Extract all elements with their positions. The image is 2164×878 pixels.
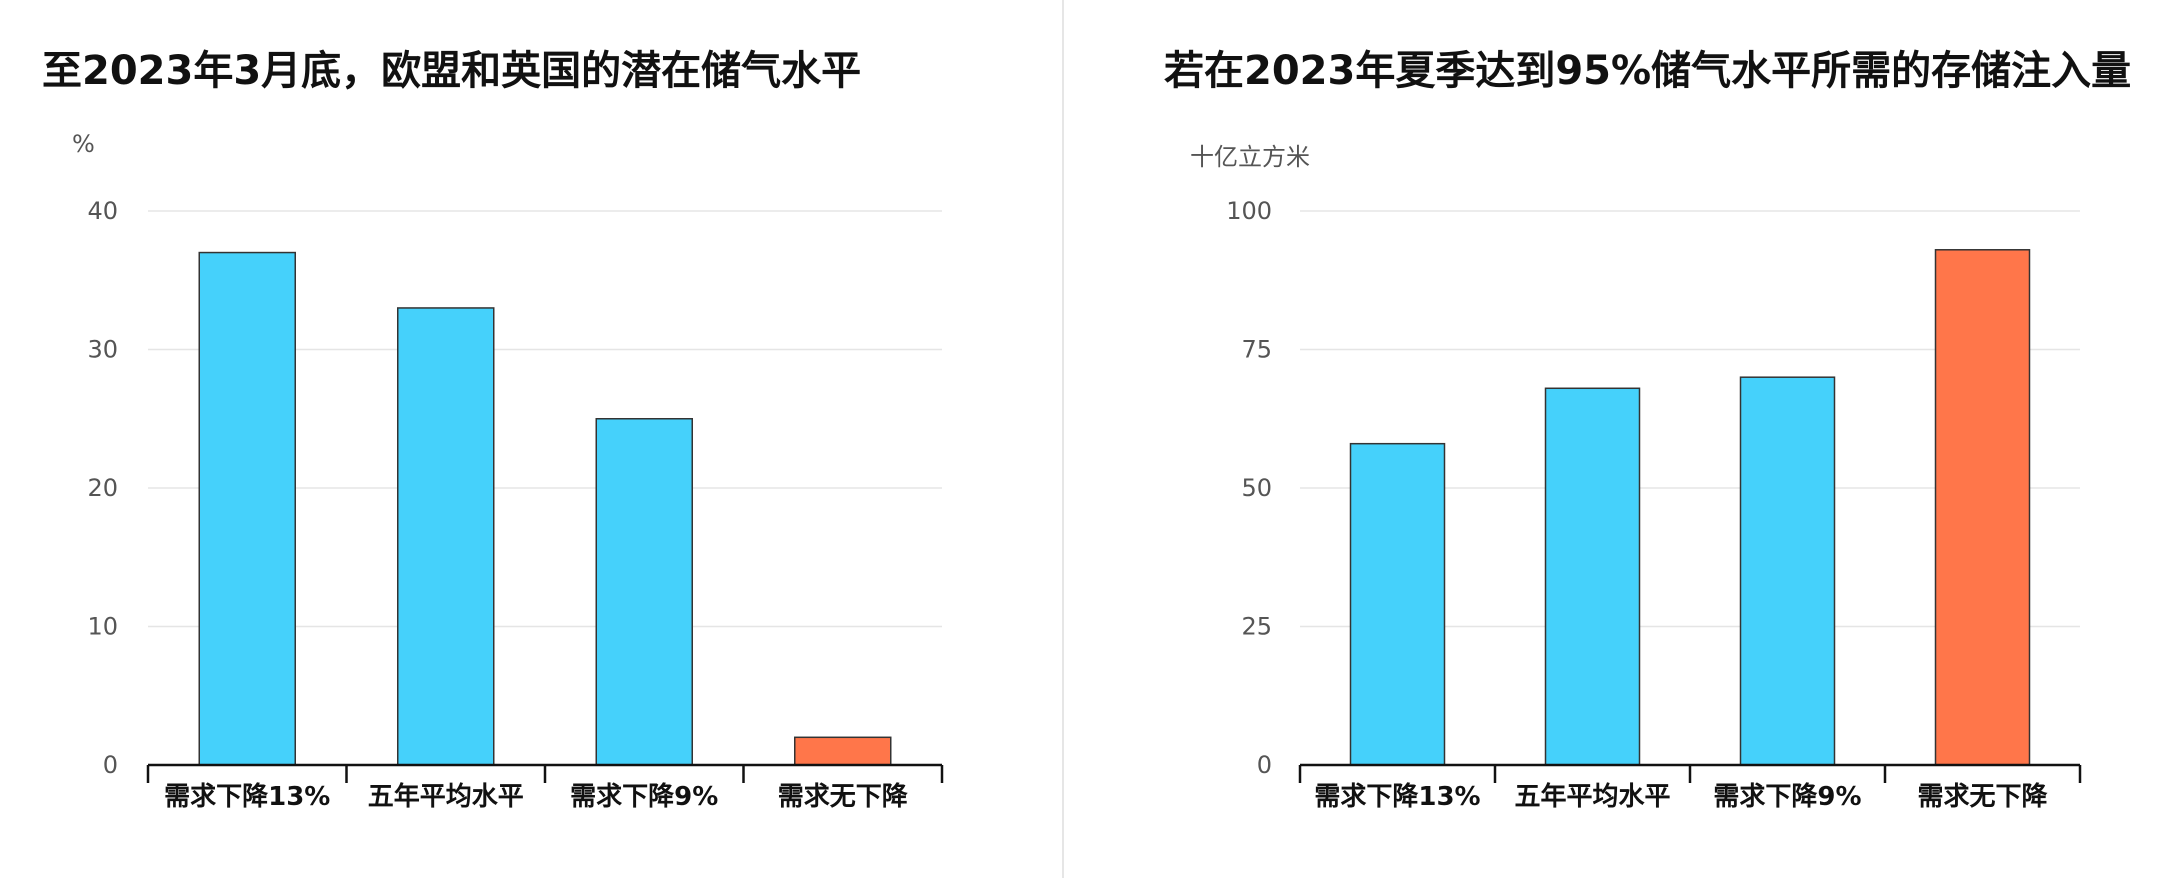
left-y-unit-label: %	[72, 130, 95, 158]
left-x-category-label: 需求下降13%	[164, 782, 330, 812]
chart-panel-right: 若在2023年夏季达到95%储气水平所需的存储注入量 十亿立方米 0 25 50 75 1…	[1128, 0, 2164, 878]
chart-panel-left: 至2023年3月底，欧盟和英国的潜在储气水平 % 0 10 20 30 40 需求下降13%…	[0, 0, 1060, 878]
left-y-tick-label: 10	[87, 613, 118, 641]
left-bar-1	[198, 251, 296, 766]
left-y-tick-label: 30	[87, 336, 118, 364]
right-x-category-label: 五年平均水平	[1514, 781, 1670, 812]
right-bar-2	[1544, 387, 1641, 766]
right-y-tick-label: 25	[1241, 613, 1272, 641]
left-x-category-label: 需求下降9%	[570, 782, 718, 812]
right-bar-4	[1934, 249, 2031, 766]
left-x-category-label: 五年平均水平	[368, 781, 524, 812]
left-bar-3	[595, 418, 693, 766]
left-y-tick-label: 0	[103, 751, 118, 779]
right-y-tick-label: 0	[1257, 751, 1272, 779]
right-y-unit-label: 十亿立方米	[1190, 143, 1310, 171]
bar-chart-left: % 0 10 20 30 40 需求下降13% 五年平均水平 需求下降9% 需求无下降	[72, 130, 944, 812]
right-bar-3	[1739, 376, 1836, 766]
left-y-tick-label: 20	[87, 474, 118, 502]
bar-chart-right: 十亿立方米 0 25 50 75 100 需求下降13% 五年平均水平 需求下降9% 需求无下降	[1190, 143, 2082, 812]
right-y-tick-label: 50	[1241, 474, 1272, 502]
left-y-tick-label: 40	[87, 197, 118, 225]
right-y-tick-label: 100	[1226, 197, 1272, 225]
left-x-category-label: 需求无下降	[778, 782, 909, 812]
left-bar-2	[397, 307, 495, 766]
right-bar-1	[1349, 442, 1446, 766]
panel-divider	[1062, 0, 1064, 878]
chart-title-left: 至2023年3月底，欧盟和英国的潜在储气水平	[42, 48, 862, 94]
right-x-category-label: 需求下降13%	[1314, 782, 1480, 812]
left-bar-4	[794, 736, 892, 766]
right-x-category-label: 需求下降9%	[1713, 782, 1861, 812]
right-x-category-label: 需求无下降	[1917, 782, 2048, 812]
chart-title-right: 若在2023年夏季达到95%储气水平所需的存储注入量	[1164, 48, 2132, 94]
right-y-tick-label: 75	[1241, 336, 1272, 364]
